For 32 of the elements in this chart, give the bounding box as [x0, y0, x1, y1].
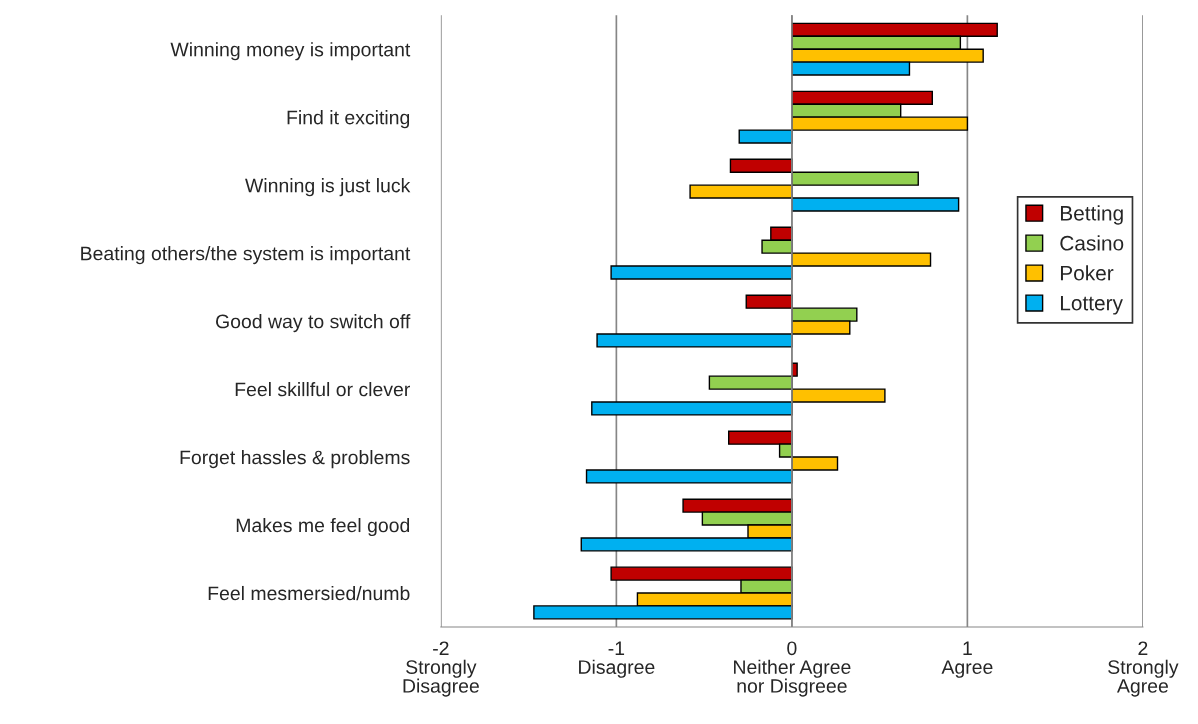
- x-tick-label: 1 Agree: [941, 641, 993, 678]
- bar: [596, 333, 793, 348]
- y-tick-label: Feel mesmersied/numb: [208, 585, 410, 601]
- bar: [791, 456, 839, 471]
- y-tick-label: Makes me feel good: [236, 517, 410, 537]
- y-tick-label: Beating others/the system is important: [81, 246, 411, 265]
- bar: [791, 252, 932, 267]
- y-tick-label: Feel skillful or clever: [235, 382, 410, 397]
- x-tick-label: -1 Disagree: [579, 641, 655, 678]
- y-tick-label: Find it exciting: [287, 110, 410, 129]
- y-tick-label: Winning is just luck: [245, 178, 411, 197]
- x-tick-label: 0 Neither Agree nor Disgreee: [734, 641, 851, 697]
- x-tick-label: -2 Strongly Disagree: [403, 641, 479, 697]
- bar: [610, 265, 793, 280]
- bar: [738, 129, 793, 144]
- bar: [791, 197, 960, 212]
- bar: [791, 388, 886, 403]
- x-tick-label: 2 Strongly Agree: [1108, 641, 1179, 697]
- bar: [591, 401, 793, 416]
- bar: [745, 294, 793, 309]
- legend-label: Casino: [1060, 235, 1124, 251]
- bar: [729, 158, 793, 173]
- y-tick-label: Forget hassles & problems: [180, 450, 410, 469]
- bar: [708, 375, 793, 390]
- legend-label: Lottery: [1060, 295, 1123, 315]
- y-tick-label: Good way to switch off: [216, 314, 411, 333]
- y-tick-label: Winning money is important: [170, 42, 411, 61]
- bar: [689, 184, 793, 199]
- legend-label: Betting: [1060, 205, 1123, 225]
- bar: [791, 171, 919, 186]
- legend-label: Poker: [1060, 265, 1114, 281]
- bar: [585, 469, 793, 484]
